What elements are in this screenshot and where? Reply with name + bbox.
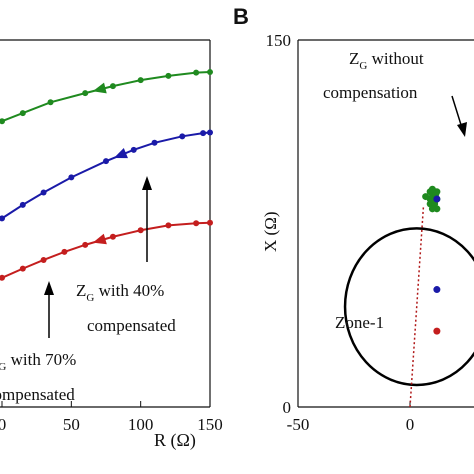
annotation-without-z: Z (349, 49, 359, 68)
panel-b-x-tick-label: 0 (406, 415, 415, 434)
panel-b-point (428, 185, 436, 193)
panel-a-x-axis-label: R (Ω) (154, 430, 196, 451)
panel-a-x-ticks: 0 50 100 150 (0, 401, 223, 434)
series-1-point (179, 133, 186, 140)
annotation-40-arrow-head (142, 176, 152, 190)
series-1-point (19, 201, 26, 208)
series-1-point (200, 130, 207, 137)
panel-b-points (422, 185, 441, 335)
series-1-point (0, 215, 5, 222)
panel-b-x-tick-label: -50 (287, 415, 310, 434)
series-2-point (0, 274, 5, 281)
annotation-70-line2: compensated (0, 385, 75, 404)
series-0-point (19, 110, 26, 117)
series-0-point (0, 118, 5, 125)
panel-b-letter: B (233, 4, 249, 29)
annotation-70-rest: with 70% (6, 350, 76, 369)
annotation-without-arrow-line (451, 95, 463, 129)
series-0-point (165, 72, 172, 79)
series-0-point (47, 99, 54, 106)
series-2-point (61, 248, 68, 255)
panel-a: 0 50 100 150 R (Ω) ZG with 40% compensated … (0, 39, 223, 451)
series-line-0 (1, 71, 211, 123)
series-2-point (40, 256, 47, 263)
panel-b-point (433, 327, 441, 335)
series-1-point (103, 158, 109, 165)
panel-a-series (0, 69, 213, 281)
series-0-point (137, 77, 144, 84)
annotation-70-line1: ZG with 70% (0, 350, 76, 373)
panel-b-y-tick-label: 150 (266, 31, 292, 50)
annotation-without-line2: compensation (323, 83, 418, 102)
series-2-direction-arrow (92, 233, 107, 245)
panel-b-point (433, 286, 441, 294)
panel-a-x-tick-label: 0 (0, 415, 6, 434)
series-1-direction-arrow (113, 147, 128, 159)
series-2-point (19, 265, 26, 272)
panel-b-point (433, 195, 441, 203)
series-2-point (207, 219, 213, 226)
series-line-2 (1, 221, 211, 279)
series-1-point (130, 146, 137, 153)
series-2-point (109, 233, 116, 240)
series-line-1 (1, 131, 211, 220)
series-1-point (151, 139, 158, 146)
zone-1-diameter-line (409, 206, 425, 408)
panel-b-point (428, 205, 436, 213)
annotation-40-line1: ZG with 40% (76, 281, 164, 304)
series-1-point (207, 129, 213, 136)
series-0-point (82, 90, 89, 97)
panel-b-point (422, 193, 430, 201)
panel-b-y-tick-label: 0 (283, 398, 292, 417)
annotation-40-rest: with 40% (94, 281, 164, 300)
panel-a-x-tick-label: 50 (63, 415, 80, 434)
series-2-point (165, 222, 172, 229)
series-2-point (193, 220, 200, 227)
zone-1-circle (343, 227, 474, 387)
annotation-70-subscript: G (0, 361, 6, 373)
series-1-point (40, 189, 47, 196)
series-0-point (193, 69, 200, 76)
annotation-40-subscript: G (86, 292, 94, 304)
annotation-70-arrow-head (44, 281, 54, 295)
annotation-without-subscript: G (359, 60, 367, 72)
annotation-without-rest: without (367, 49, 423, 68)
series-0-point (207, 69, 213, 76)
annotation-without-line1: ZG without (349, 49, 424, 72)
series-2-point (137, 227, 144, 234)
panel-b-x-ticks: -50 0 (287, 401, 415, 434)
series-0-direction-arrow (92, 82, 107, 94)
series-2-point (82, 241, 89, 248)
series-1-point (68, 174, 75, 181)
panel-b-y-axis-label: X (Ω) (261, 212, 280, 252)
annotation-40-line2: compensated (87, 316, 176, 335)
annotation-without-arrow-head (457, 122, 467, 137)
panel-a-x-tick-label: 100 (128, 415, 154, 434)
panel-a-x-tick-label: 150 (197, 415, 223, 434)
annotation-40-z: Z (76, 281, 86, 300)
series-0-point (109, 83, 116, 90)
zone-1-label: Zone-1 (335, 313, 384, 332)
